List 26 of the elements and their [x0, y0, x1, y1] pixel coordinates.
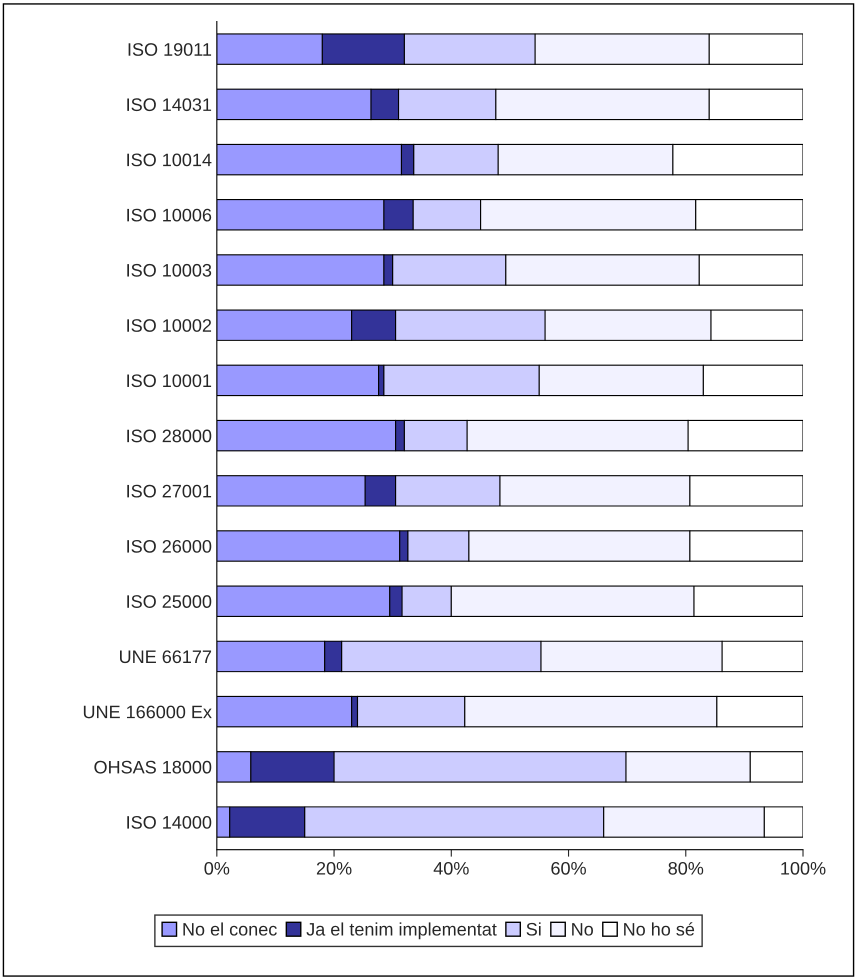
- y-tick-label: ISO 25000: [127, 595, 212, 608]
- y-tick-label: ISO 10006: [127, 208, 212, 222]
- y-tick-label: ISO 14031: [127, 98, 212, 112]
- y-tick-label: OHSAS 18000: [94, 760, 212, 774]
- legend-label: Ja el tenim implementat: [306, 922, 497, 940]
- y-tick-label: ISO 10003: [127, 264, 212, 277]
- y-tick-label: ISO 19011: [128, 43, 212, 56]
- x-tick-label: 80%: [668, 862, 704, 875]
- y-tick-label: ISO 10014: [127, 154, 212, 166]
- y-tick-label: ISO 28000: [127, 430, 212, 442]
- x-tick-label: 20%: [316, 862, 352, 875]
- y-tick-label: ISO 10001: [127, 374, 212, 388]
- x-tick-label: 100%: [781, 862, 826, 875]
- x-tick-label: 0%: [204, 862, 230, 875]
- y-tick-label: ISO 14000: [127, 816, 212, 829]
- y-tick-label: ISO 10002: [127, 319, 212, 332]
- y-tick-label: ISO 26000: [127, 540, 212, 553]
- y-tick-label: UNE 66177: [120, 650, 212, 664]
- legend-label: No el conec: [183, 922, 277, 936]
- x-tick-label: 60%: [551, 862, 586, 875]
- legend-label: No: [572, 923, 593, 936]
- x-tick-label: 40%: [434, 862, 469, 875]
- y-tick-label: UNE 166000 Ex: [84, 706, 212, 718]
- legend-label: No ho sé: [624, 922, 694, 936]
- legend-label: Si: [526, 922, 541, 936]
- y-tick-label: ISO 27001: [127, 484, 212, 498]
